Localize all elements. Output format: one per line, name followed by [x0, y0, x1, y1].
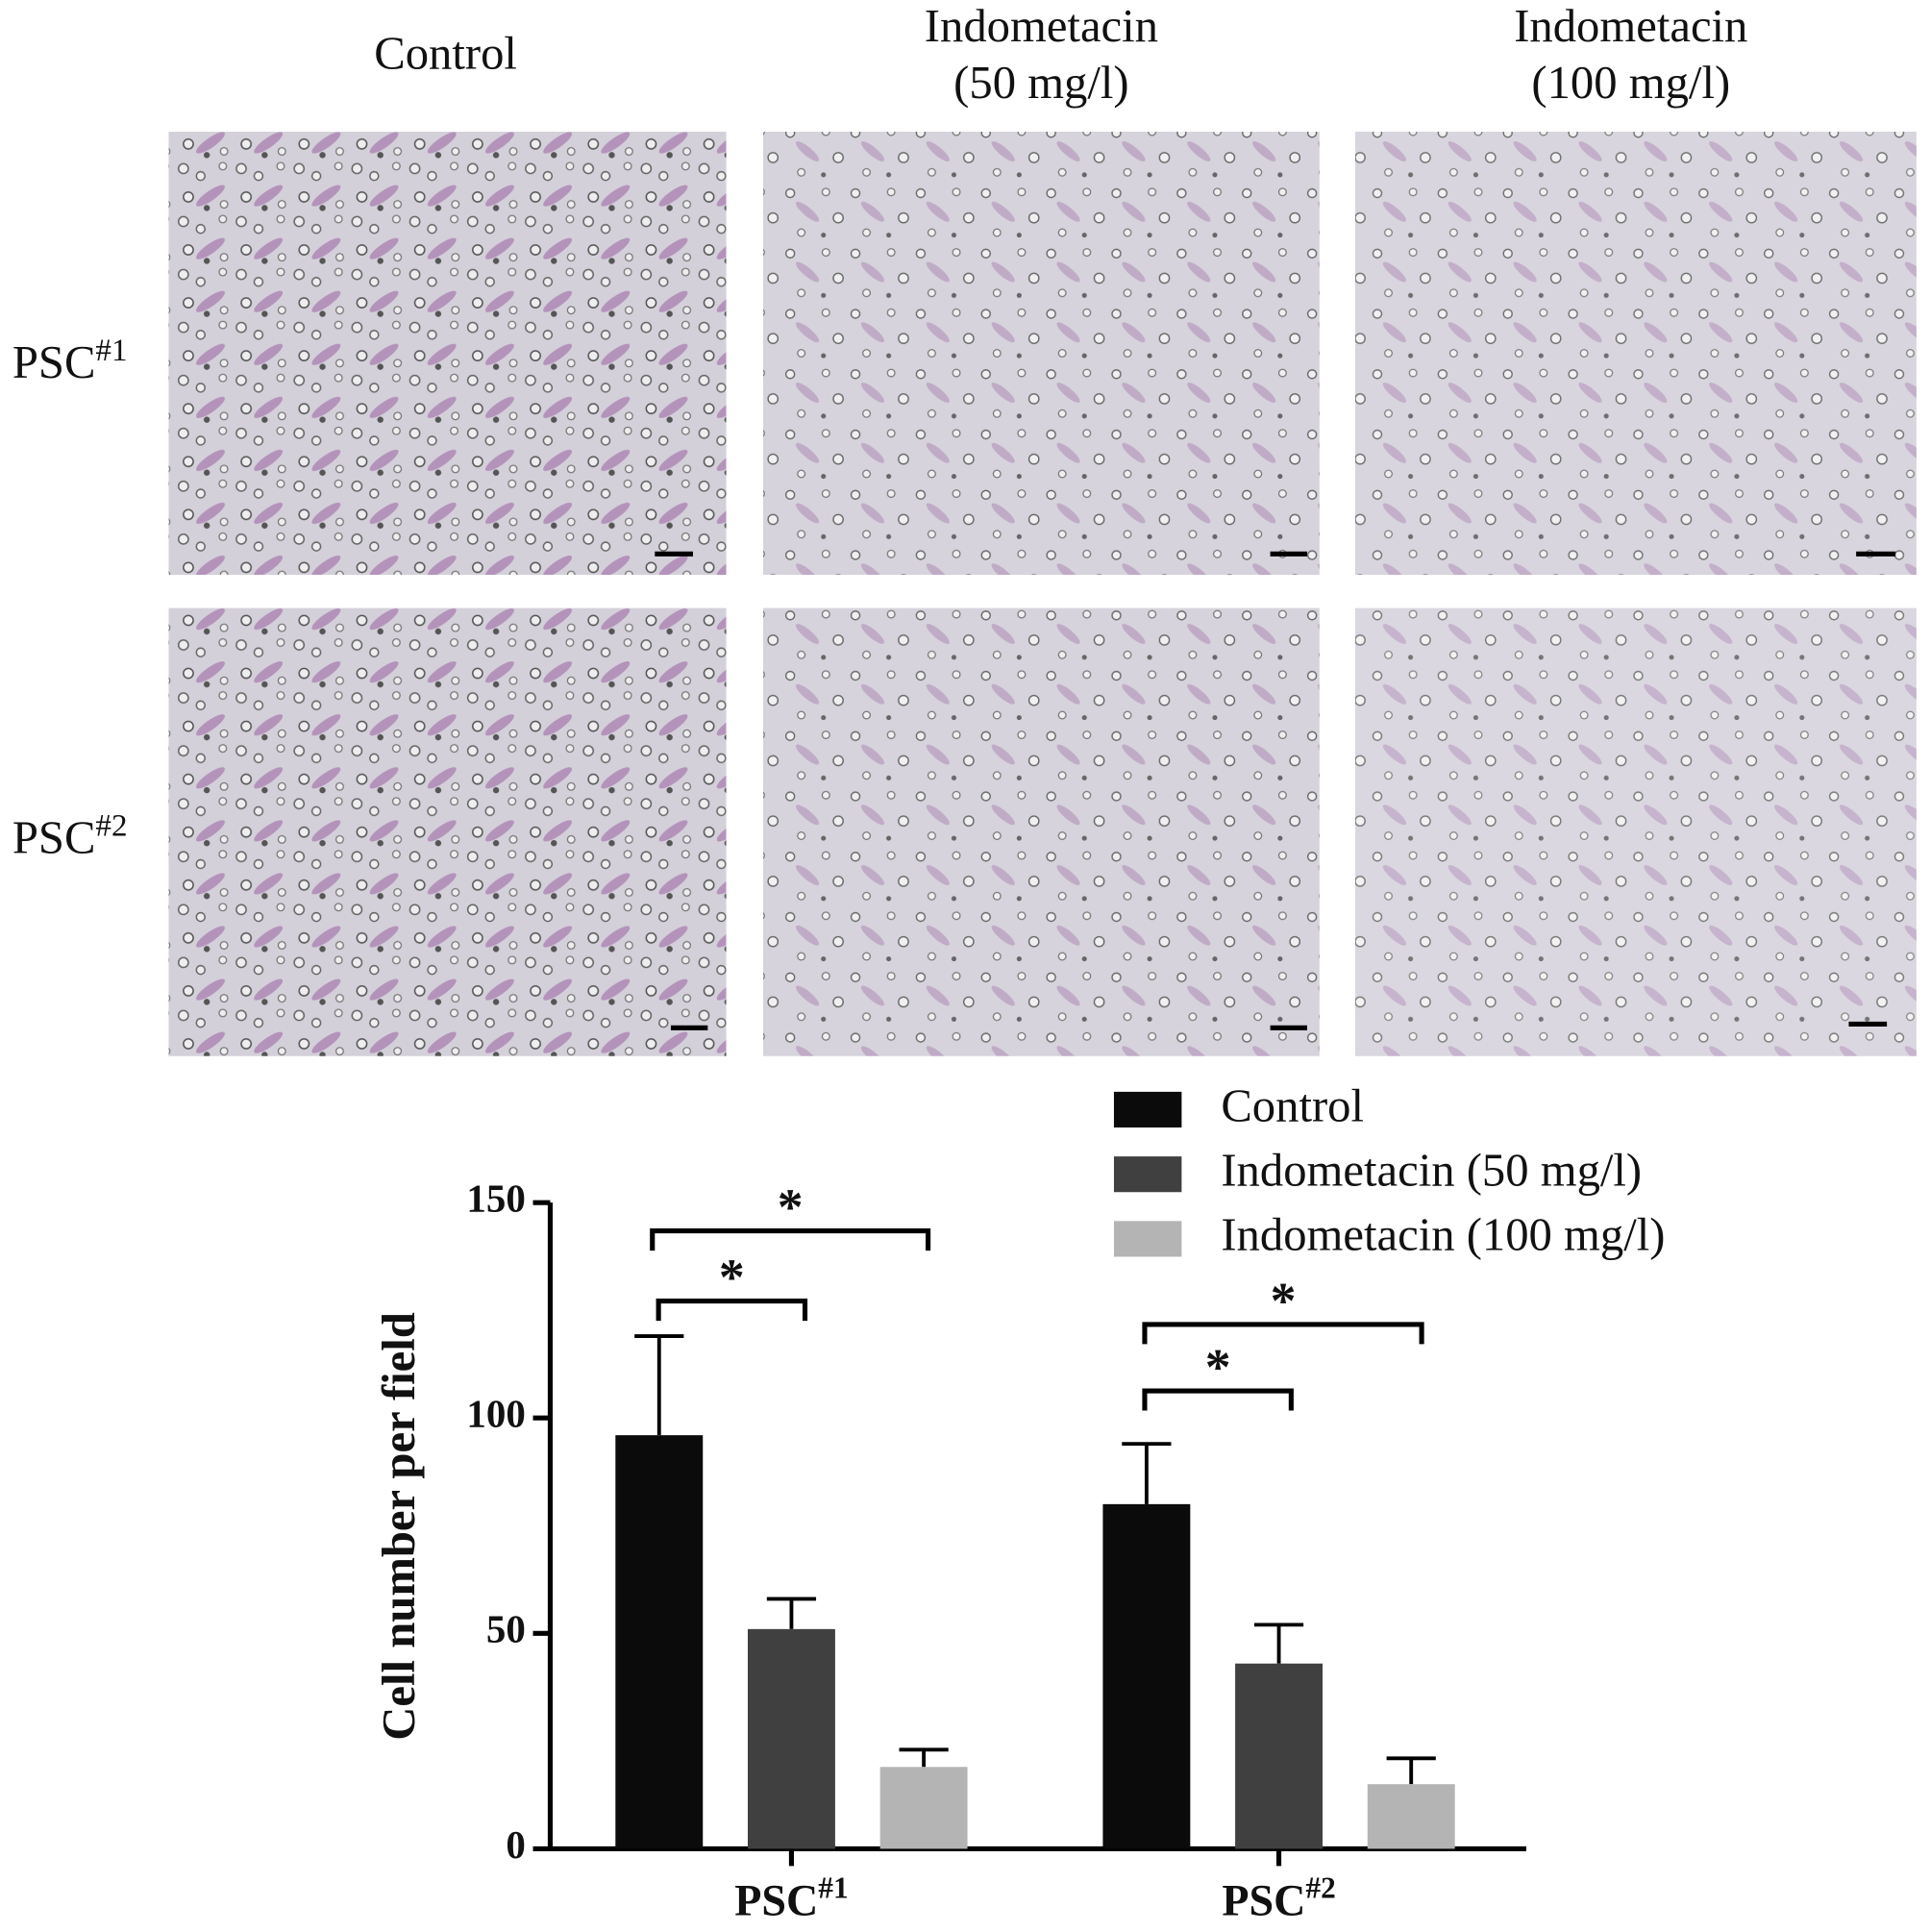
y-tick-label: 100 [466, 1392, 525, 1436]
bar [1235, 1663, 1324, 1849]
significance-label: * [1205, 1339, 1231, 1397]
legend-label: Indometacin (50 mg/l) [1221, 1144, 1642, 1196]
row-label: PSC#1 [12, 334, 128, 388]
y-axis-label: Cell number per field [373, 1312, 425, 1741]
legend-label: Indometacin (100 mg/l) [1221, 1209, 1665, 1261]
y-tick-label: 150 [466, 1177, 525, 1221]
row-label: PSC#2 [12, 809, 128, 864]
x-tick-label: PSC#1 [734, 1871, 848, 1925]
significance-label: * [719, 1249, 745, 1306]
significance-bracket [1142, 1322, 1424, 1345]
micrograph [168, 132, 727, 576]
y-tick-label: 0 [506, 1822, 525, 1867]
micrograph [1354, 132, 1917, 576]
legend-swatch [1113, 1156, 1182, 1193]
bar [747, 1628, 835, 1849]
column-header: (100 mg/l) [1531, 57, 1730, 109]
legend-swatch [1113, 1221, 1182, 1257]
micrograph [1354, 607, 1917, 1056]
significance-bracket [650, 1228, 931, 1251]
legend-label: Control [1221, 1079, 1364, 1131]
significance-label: * [778, 1178, 804, 1236]
column-header: Indometacin [925, 0, 1158, 52]
column-header: Control [374, 27, 517, 79]
scale-bars [655, 551, 1896, 1030]
y-tick-label: 50 [486, 1607, 526, 1651]
x-tick-label: PSC#2 [1222, 1871, 1335, 1925]
bar [1102, 1503, 1191, 1849]
column-header: Indometacin [1514, 0, 1747, 52]
legend-swatch [1113, 1091, 1182, 1128]
significance-label: * [1271, 1273, 1297, 1330]
bar [879, 1767, 968, 1849]
micrograph [168, 607, 727, 1056]
bar [1367, 1784, 1455, 1849]
micrograph [762, 607, 1320, 1056]
micrograph-grid [168, 132, 1917, 1056]
micrograph [762, 132, 1320, 576]
significance-bracket [656, 1299, 808, 1322]
significance-bracket [1142, 1388, 1294, 1411]
column-header: (50 mg/l) [953, 57, 1128, 109]
bar [615, 1435, 704, 1849]
